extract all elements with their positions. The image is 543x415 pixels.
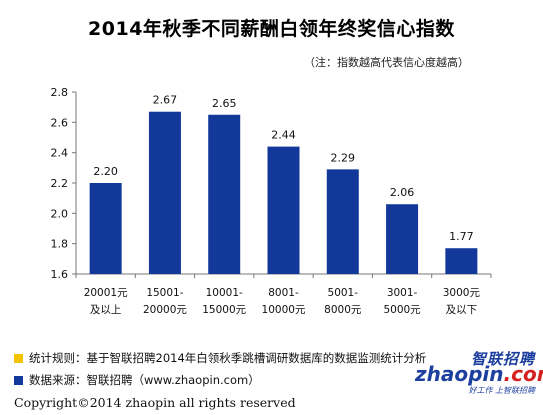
bar	[208, 114, 241, 274]
chart-axes: 1.6 1.8 2.0 2.2 2.4 2.6 2.8	[51, 86, 492, 281]
bar	[445, 248, 478, 274]
bar	[148, 111, 181, 274]
logo-chinese: 智联招聘	[470, 350, 535, 368]
bar-value-label: 2.44	[271, 129, 296, 142]
legend-source-text: 数据来源：智联招聘（www.zhaopin.com）	[29, 373, 260, 387]
zhaopin-logo: 智联招聘 zhaopin.com 好工作 上智联招聘	[415, 348, 543, 398]
x-tick-label: 3001-	[387, 287, 418, 299]
x-tick-label: 及以下	[446, 304, 478, 316]
bar	[89, 183, 122, 274]
y-tick-label: 2.2	[51, 177, 69, 190]
x-tick-label: 及以上	[90, 304, 122, 316]
bar	[326, 169, 359, 274]
bar-value-label: 2.65	[212, 97, 237, 110]
x-tick-label: 10001-	[206, 287, 243, 299]
bar-value-label: 2.20	[93, 165, 118, 178]
y-tick-label: 2.0	[51, 207, 69, 220]
copyright-text: Copyright©2014 zhaopin all rights reserv…	[14, 395, 296, 410]
bar	[267, 146, 300, 274]
y-tick-label: 2.6	[51, 116, 69, 129]
x-tick-label: 15000元	[202, 304, 246, 316]
logo-english: zhaopin.com	[415, 362, 543, 386]
x-tick-label: 20000元	[143, 304, 187, 316]
legend-swatch-yellow	[14, 353, 23, 363]
logo-english-main: zhaopin	[415, 362, 504, 386]
x-tick-label: 20001元	[84, 287, 128, 299]
x-tick-label: 3000元	[443, 287, 481, 299]
bar-value-label: 1.77	[449, 230, 474, 243]
bar	[386, 204, 419, 274]
x-tick-label: 8000元	[324, 304, 362, 316]
chart-subtitle: （注：指数越高代表信心度越高）	[304, 56, 469, 69]
y-tick-label: 2.4	[51, 147, 69, 160]
chart-bars	[89, 111, 478, 274]
bar-chart: 1.61.82.02.22.42.62.8 2.2020001元及以上2.671…	[51, 86, 492, 316]
bar-value-label: 2.06	[390, 186, 415, 199]
y-tick-label: 2.8	[51, 86, 69, 99]
footer-legend-source: 数据来源：智联招聘（www.zhaopin.com）	[14, 372, 260, 388]
x-tick-label: 5000元	[383, 304, 421, 316]
logo-english-suffix: .com	[503, 362, 543, 386]
legend-rule-text: 统计规则：基于智联招聘2014年白领秋季跳槽调研数据库的数据监测统计分析	[29, 351, 427, 365]
bar-value-label: 2.29	[331, 151, 356, 164]
logo-slogan: 好工作 上智联招聘	[468, 386, 535, 395]
chart-title: 2014年秋季不同薪酬白领年终奖信心指数	[88, 18, 455, 40]
x-tick-label: 8001-	[268, 287, 299, 299]
y-tick-label: 1.6	[51, 268, 69, 281]
x-tick-label: 5001-	[328, 287, 359, 299]
y-tick-label: 1.8	[51, 238, 69, 251]
x-tick-label: 10000元	[262, 304, 306, 316]
footer-legend-rule: 统计规则：基于智联招聘2014年白领秋季跳槽调研数据库的数据监测统计分析	[14, 350, 426, 366]
x-tick-label: 15001-	[146, 287, 183, 299]
legend-swatch-blue	[14, 375, 23, 385]
bar-value-label: 2.67	[153, 94, 178, 107]
